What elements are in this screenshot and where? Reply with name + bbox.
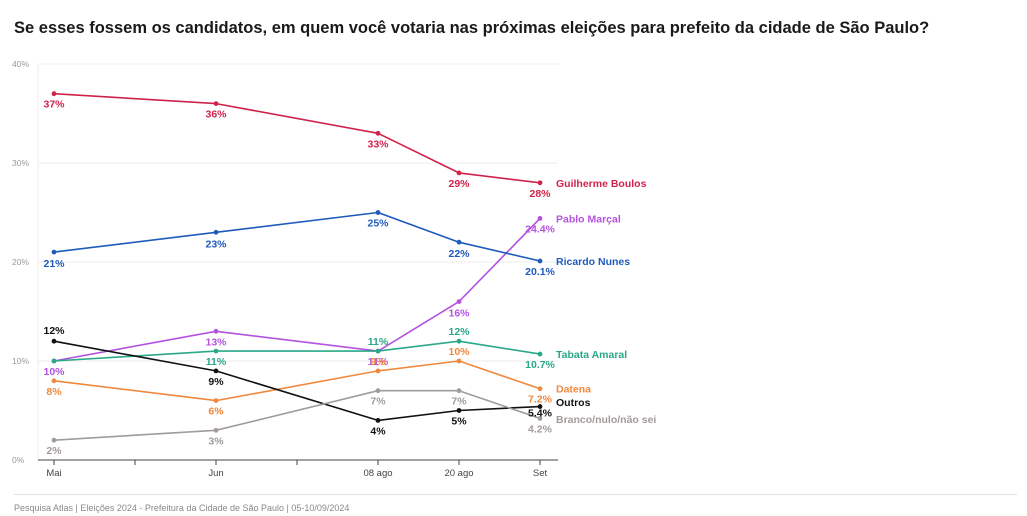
data-point [375,368,381,374]
data-label: 25% [367,218,389,230]
data-point [51,358,57,364]
series-name-label: Outros [556,397,591,409]
data-point [456,239,462,245]
data-label: 11% [368,336,389,348]
data-label: 28% [529,188,551,200]
data-point [213,229,219,235]
series-line [53,360,541,402]
x-tick-label: Mai [46,468,61,479]
series-name-label: Branco/nulo/não sei [556,414,656,426]
data-point [213,348,219,354]
data-label: 7% [370,396,386,408]
data-label: 23% [205,238,227,250]
data-label: 10% [448,346,470,358]
data-labels: 37% 36% 33% 29% 28% 10% 13% 11% 16% 24.4% 21% 23% 25… [43,99,555,458]
data-label: 13% [205,336,227,348]
data-label: 12% [448,326,470,338]
data-label: 8% [46,386,62,398]
series-line [53,92,541,184]
series-name-label: Ricardo Nunes [556,256,630,268]
data-point [51,338,57,344]
data-label: 11% [368,356,389,368]
data-point [213,427,219,433]
series-name-label: Pablo Marçal [556,213,621,225]
data-point [51,249,57,255]
data-label: 11% [206,356,227,368]
data-point [537,404,543,409]
x-tick-label: 08 ago [363,468,392,479]
data-label: 7% [451,396,467,408]
series-lines [53,92,541,441]
y-tick-label: 40% [12,59,29,69]
data-point [456,358,462,364]
data-label: 4% [370,425,386,437]
series-line [53,217,541,362]
data-label: 20.1% [525,266,555,278]
x-tick-label: Jun [208,468,223,479]
x-axis: Mai Jun 08 ago 20 ago Set [38,459,558,479]
data-label: 3% [208,435,224,447]
data-label: 12% [43,325,65,337]
data-point [456,338,462,344]
data-label: 4.2% [528,423,553,435]
data-point [456,408,462,413]
data-point [213,328,219,334]
data-point [375,388,381,394]
data-point [456,170,462,176]
series-line [53,389,541,441]
data-point [537,216,543,221]
data-point [537,351,543,357]
data-label: 21% [43,258,65,270]
data-point [375,348,381,354]
data-label: 9% [208,376,224,388]
data-point [456,299,462,304]
series-name-label: Tabata Amaral [556,349,627,361]
data-point [537,386,543,392]
data-label: 29% [448,178,470,190]
data-point [213,398,219,403]
data-label: 36% [205,109,227,121]
data-label: 22% [448,248,470,260]
data-label: 5% [451,416,467,428]
data-point [456,388,462,394]
series-name-label: Datena [556,384,591,396]
y-tick-label: 0% [12,455,25,465]
series-name-label: Guilherme Boulos [556,178,647,190]
data-point [375,418,381,423]
data-label: 37% [43,99,65,111]
data-label: 33% [367,138,389,150]
data-label: 10.7% [525,359,555,371]
data-point [213,368,219,374]
data-label: 9% [370,356,386,368]
data-label: 16% [448,308,470,320]
data-point [51,437,57,443]
data-point [51,378,57,384]
data-point [213,101,219,106]
data-point [537,180,543,186]
data-label: 5.4% [528,408,553,420]
chart-title: Se esses fossem os candidatos, em quem v… [14,19,930,37]
series-points [51,91,543,443]
x-tick-label: Set [533,468,548,479]
data-point [537,258,543,264]
data-point [51,91,57,97]
y-tick-label: 10% [12,356,29,366]
y-tick-label: 30% [12,158,29,168]
x-tick-label: 20 ago [444,468,473,479]
data-label: 24.4% [525,223,555,235]
data-label: 2% [46,445,62,457]
data-point [537,416,543,421]
grid: 0% 10% 20% 30% 40% [12,59,558,465]
footer-divider [14,494,1017,495]
data-label: 10% [43,366,65,378]
data-label: 7.2% [528,394,553,406]
data-point [375,210,381,215]
data-label: 6% [208,406,224,418]
footer-source: Pesquisa Atlas | Eleições 2024 - Prefeit… [14,503,350,513]
y-tick-label: 20% [12,257,29,267]
series-end-labels: Guilherme Boulos Pablo Marçal Ricardo Nune… [556,178,656,426]
data-point [375,130,381,136]
